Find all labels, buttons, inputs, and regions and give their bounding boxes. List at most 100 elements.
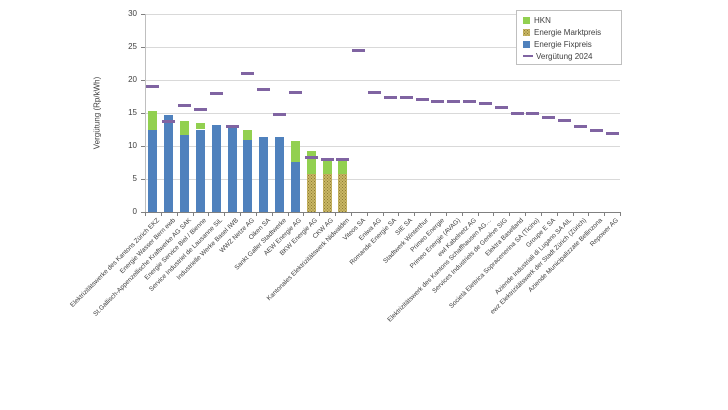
gridline <box>145 146 620 147</box>
x-axis-tick <box>255 213 257 216</box>
bar-segment-hkn <box>243 129 253 141</box>
y-tick-label: 10 <box>128 141 137 150</box>
gridline <box>145 80 620 81</box>
verguetung-2024-marker <box>352 48 366 52</box>
x-axis-tick <box>525 213 526 216</box>
y-axis-tick <box>141 80 145 81</box>
verguetung-2024-marker <box>542 116 556 120</box>
verguetung-2024-marker <box>209 91 223 95</box>
verguetung-2024-marker <box>605 131 619 135</box>
y-axis-tick <box>141 113 145 114</box>
x-axis-tick <box>430 213 431 216</box>
x-axis-tick <box>604 213 606 216</box>
bar-segment-hkn <box>306 150 316 175</box>
hkn-swatch-icon <box>523 16 530 24</box>
bar-segment-marktpreis <box>322 174 332 212</box>
x-axis-tick <box>319 213 321 216</box>
x-axis-tick <box>160 213 162 216</box>
gridline <box>145 179 620 180</box>
bar-segment-fixpreis <box>148 130 158 212</box>
y-axis-tick <box>141 47 145 48</box>
y-axis-tick <box>141 146 145 147</box>
x-axis-tick <box>287 213 289 216</box>
bar-segment-hkn <box>195 122 205 130</box>
y-axis-tick <box>141 14 145 15</box>
verguetung-2024-marker <box>288 91 302 95</box>
legend-item-verguetung: Vergütung 2024 <box>523 50 617 62</box>
legend: HKN Energie Marktpreis Energie Fixpreis … <box>516 10 622 65</box>
bar-segment-fixpreis <box>227 125 237 212</box>
verguetung-2024-marker <box>162 120 176 124</box>
bar-segment-fixpreis <box>243 140 253 212</box>
x-axis-tick <box>366 213 368 216</box>
x-axis-tick <box>620 213 621 216</box>
gridline <box>145 47 620 48</box>
x-axis-tick <box>556 213 558 216</box>
verguetung-2024-marker <box>510 112 524 116</box>
legend-label: Vergütung 2024 <box>536 51 593 61</box>
legend-label: Energie Marktpreis <box>534 27 602 37</box>
verguetung-2024-marker <box>178 103 192 107</box>
x-axis-tick <box>192 213 194 216</box>
bar-segment-hkn <box>322 160 332 175</box>
verguetung-2024-marker <box>415 98 429 102</box>
legend-item-fixpreis: Energie Fixpreis <box>523 38 617 50</box>
verguetung-2024-marker <box>589 128 603 132</box>
gridline <box>145 113 620 114</box>
y-axis-line <box>145 14 146 212</box>
verguetung-2024-marker <box>463 100 477 104</box>
verguetung-2024-marker <box>573 125 587 129</box>
bar-segment-marktpreis <box>306 174 316 212</box>
x-axis-tick <box>271 213 273 216</box>
verguetung-2024-marker <box>383 96 397 100</box>
verguetung-2024-marker <box>558 118 572 122</box>
x-axis-tick <box>176 213 178 216</box>
bar-segment-fixpreis <box>195 129 205 212</box>
x-axis-tick <box>540 213 542 216</box>
verguetung-2024-marker <box>241 71 255 75</box>
x-axis-tick <box>240 213 241 216</box>
verguetung-2024-marker <box>225 124 239 128</box>
verguetung-2024-marker <box>304 156 318 160</box>
y-axis-tick <box>141 212 145 213</box>
y-tick-label: 20 <box>128 75 137 84</box>
x-axis-tick <box>335 213 336 216</box>
legend-label: Energie Fixpreis <box>534 39 592 49</box>
y-tick-label: 5 <box>132 174 137 183</box>
verguetung-2024-marker <box>431 100 445 104</box>
bar-segment-fixpreis <box>259 137 269 212</box>
x-axis-tick <box>493 213 495 216</box>
x-axis-tick <box>224 213 226 216</box>
legend-item-marktpreis: Energie Marktpreis <box>523 26 617 38</box>
bar-segment-hkn <box>338 160 348 175</box>
verguetung-2024-marker <box>368 91 382 95</box>
verguetung-2024-marker <box>320 158 334 162</box>
fixpreis-swatch-icon <box>523 40 530 48</box>
gridline <box>145 14 620 15</box>
bar-segment-fixpreis <box>180 135 190 212</box>
verguetung-2024-marker <box>336 158 350 162</box>
bar-segment-hkn <box>148 111 158 131</box>
bar-segment-marktpreis <box>338 174 348 212</box>
verguetung-2024-marker <box>193 108 207 112</box>
x-axis-tick <box>509 213 511 216</box>
x-axis-line <box>145 212 621 213</box>
verguetung-2024-marker <box>257 88 271 92</box>
x-axis-tick <box>350 213 352 216</box>
verguetung-2024-marker <box>478 102 492 106</box>
x-axis-tick <box>398 213 400 216</box>
x-axis-tick <box>572 213 574 216</box>
y-tick-label: 30 <box>128 9 137 18</box>
verguetung-2024-marker <box>526 112 540 116</box>
bar-segment-fixpreis <box>211 124 221 212</box>
y-axis-title: Vergütung (Rp/kWh) <box>92 76 102 150</box>
bar-segment-hkn <box>290 141 300 162</box>
bar-segment-fixpreis <box>164 114 174 212</box>
x-axis-tick <box>145 213 146 216</box>
marktpreis-swatch-icon <box>523 28 530 36</box>
x-axis-tick <box>414 213 416 216</box>
y-tick-label: 0 <box>132 207 137 216</box>
verguetung-2024-marker <box>146 85 160 89</box>
verguetung-2024-marker <box>447 100 461 104</box>
